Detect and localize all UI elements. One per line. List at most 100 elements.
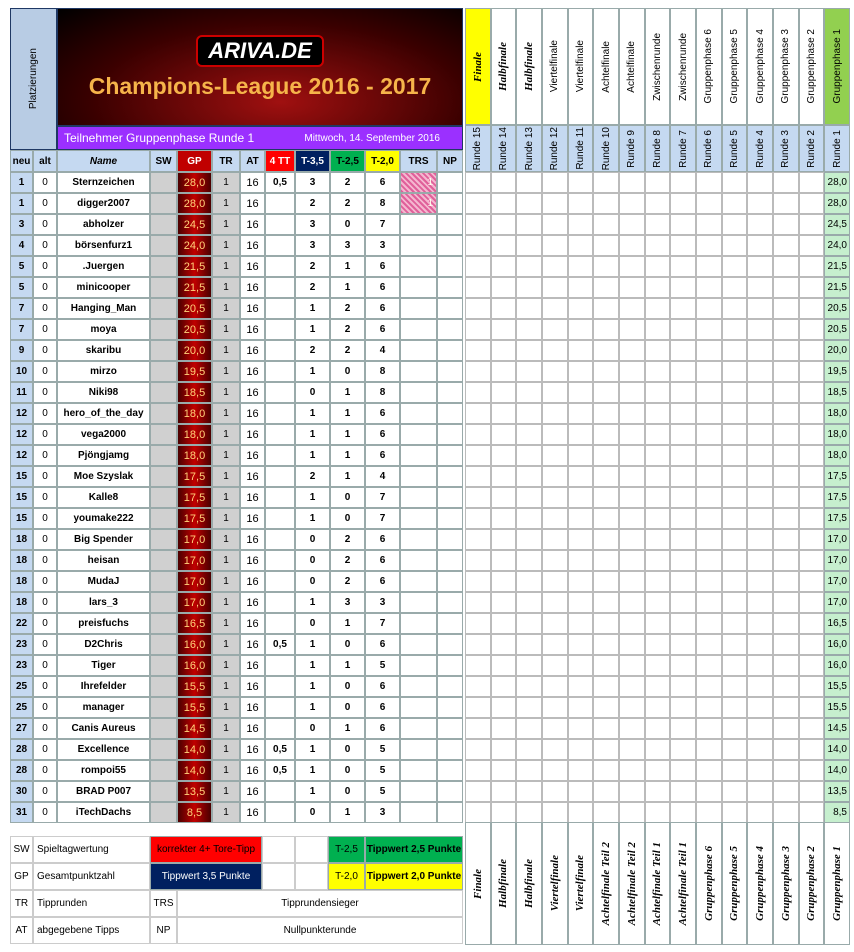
round-cell [644, 739, 671, 760]
cell-at: 16 [240, 235, 265, 256]
cell-name: Sternzeichen [57, 172, 150, 193]
cell-trs [400, 361, 437, 382]
cell-t25: 0 [330, 361, 365, 382]
cell-tt4 [265, 193, 295, 214]
cell-empty [437, 256, 463, 277]
cell-t35: 0 [295, 802, 330, 823]
cell-name: abholzer [57, 214, 150, 235]
cell-gp: 17,0 [177, 550, 212, 571]
round-cell [619, 403, 645, 424]
round-cell [773, 235, 799, 256]
round-cell [773, 739, 799, 760]
phase-header: Zwischenrunde [670, 8, 696, 125]
cell-neu: 18 [10, 550, 33, 571]
cell-neu: 30 [10, 781, 33, 802]
cell-empty [150, 256, 177, 277]
cell-t20: 8 [365, 382, 400, 403]
cell-t35: 1 [295, 634, 330, 655]
round-cell [721, 424, 748, 445]
cell-empty [437, 508, 463, 529]
round-footer: Achtelfinale Teil 1 [644, 822, 671, 945]
round-cell [747, 340, 773, 361]
cell-neu: 25 [10, 697, 33, 718]
round-cell [644, 718, 671, 739]
legend-empty [262, 836, 295, 863]
cell-t35: 1 [295, 403, 330, 424]
cell-empty [150, 802, 177, 823]
round-cell [670, 655, 696, 676]
round-cell [465, 739, 491, 760]
cell-tt4 [265, 508, 295, 529]
round-cell [542, 508, 568, 529]
cell-name: Pjöngjamg [57, 445, 150, 466]
round-footer: Gruppenphase 4 [747, 822, 773, 945]
round-cell [721, 550, 748, 571]
round-cell [593, 529, 619, 550]
cell-name: Hanging_Man [57, 298, 150, 319]
cell-trs [400, 571, 437, 592]
cell-empty [150, 361, 177, 382]
cell-tt4: 0,5 [265, 634, 295, 655]
round-cell [542, 802, 568, 823]
round-cell [747, 550, 773, 571]
round-cell [696, 319, 722, 340]
cell-empty [437, 445, 463, 466]
cell-t20: 6 [365, 550, 400, 571]
cell-t20: 4 [365, 466, 400, 487]
cell-at: 16 [240, 613, 265, 634]
cell-empty [150, 613, 177, 634]
round-label: Runde 12 [542, 125, 568, 172]
round-cell [773, 361, 799, 382]
round-cell [747, 718, 773, 739]
cell-tt4 [265, 676, 295, 697]
round-cell [542, 466, 568, 487]
round-cell [773, 634, 799, 655]
round-cell [542, 298, 568, 319]
cell-gp: 21,5 [177, 256, 212, 277]
round-score: 17,5 [824, 508, 850, 529]
round-cell [696, 487, 722, 508]
round-cell [644, 214, 671, 235]
cell-empty [150, 571, 177, 592]
round-cell [593, 802, 619, 823]
legend-abbr: GP [10, 863, 33, 890]
round-cell [798, 466, 825, 487]
round-cell [747, 403, 773, 424]
cell-neu: 28 [10, 760, 33, 781]
cell-t35: 0 [295, 571, 330, 592]
round-cell [798, 760, 825, 781]
round-cell [644, 382, 671, 403]
cell-alt: 0 [33, 424, 57, 445]
cell-gp: 16,0 [177, 655, 212, 676]
cell-tt4 [265, 571, 295, 592]
cell-tt4 [265, 256, 295, 277]
round-cell [490, 382, 517, 403]
cell-t25: 2 [330, 172, 365, 193]
cell-t20: 6 [365, 277, 400, 298]
round-cell [644, 550, 671, 571]
round-footer-text: Gruppenphase 3 [779, 846, 792, 921]
round-cell [670, 676, 696, 697]
cell-gp: 15,5 [177, 676, 212, 697]
cell-tt4 [265, 298, 295, 319]
round-cell [773, 256, 799, 277]
round-cell [721, 382, 748, 403]
cell-empty [437, 718, 463, 739]
round-cell [593, 361, 619, 382]
round-score: 24,0 [824, 235, 850, 256]
round-cell [696, 445, 722, 466]
cell-tr: 1 [212, 634, 240, 655]
round-cell [465, 382, 491, 403]
cell-alt: 0 [33, 319, 57, 340]
cell-name: D2Chris [57, 634, 150, 655]
round-footer: Gruppenphase 1 [824, 822, 850, 945]
round-cell [670, 340, 696, 361]
cell-name: Canis Aureus [57, 718, 150, 739]
cell-gp: 17,5 [177, 466, 212, 487]
phase-header: Viertelfinale [567, 8, 594, 125]
cell-tr: 1 [212, 445, 240, 466]
round-label-text: Runde 7 [677, 129, 689, 168]
round-cell [747, 445, 773, 466]
cell-tt4 [265, 802, 295, 823]
round-footer: Halbfinale [490, 822, 517, 945]
